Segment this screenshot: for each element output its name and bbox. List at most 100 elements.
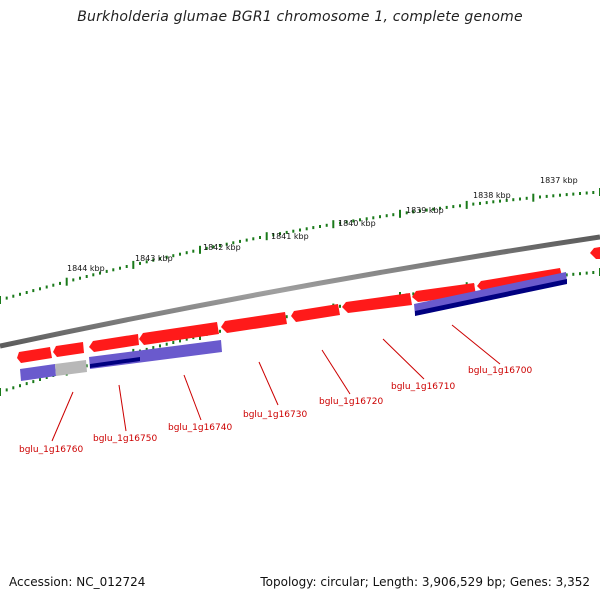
gene-label-16720[interactable]: bglu_1g16720 [319,397,383,407]
minor-tick [359,218,361,222]
gene-label-16760[interactable]: bglu_1g16760 [19,445,83,455]
minor-tick [19,384,21,388]
minor-tick [592,191,595,194]
minor-tick [185,251,188,255]
cds-arrow[interactable] [139,322,219,345]
minor-tick [539,195,541,199]
minor-tick [592,271,595,274]
minor-tick [159,257,161,261]
callout-line-16760 [51,391,74,442]
minor-tick [112,268,115,272]
cds-arrow[interactable] [412,283,476,302]
tick-label-1843: 1843 kbp [135,254,173,263]
minor-tick [219,244,221,247]
major-tick [532,193,535,202]
tick-label-1839: 1839 kbp [406,206,444,215]
minor-tick [165,342,168,346]
minor-tick [512,198,515,202]
minor-tick [432,207,435,211]
minor-tick [12,386,15,390]
minor-tick [299,228,301,232]
minor-tick [312,226,315,230]
minor-tick [292,229,295,233]
minor-tick [572,272,575,276]
gene-label-16700[interactable]: bglu_1g16700 [468,366,532,376]
minor-tick [79,276,81,280]
minor-tick [472,202,475,206]
gene-label-16730[interactable]: bglu_1g16730 [243,410,307,420]
cds-arrow[interactable] [53,342,84,357]
minor-tick [452,205,455,209]
cds-arrow[interactable] [89,334,139,352]
minor-tick [19,292,21,296]
minor-tick [152,258,155,262]
minor-tick [192,249,195,253]
minor-tick [305,227,308,231]
minor-tick [285,315,288,319]
minor-tick [345,220,348,224]
tick-label-1842: 1842 kbp [203,243,241,252]
topology-label: Topology: circular; Length: 3,906,529 bp… [260,575,590,589]
feature-track [20,272,567,381]
minor-tick [572,192,575,196]
minor-tick [25,382,28,386]
minor-tick [505,198,508,202]
minor-tick [105,269,108,273]
minor-tick [99,271,101,275]
gene-label-16750[interactable]: bglu_1g16750 [93,434,157,444]
minor-tick [365,217,368,221]
feature-block-dark[interactable] [90,357,140,368]
minor-tick [565,193,568,197]
minor-tick [519,197,521,201]
outer-tick-ring [0,188,600,304]
minor-tick [339,304,341,308]
minor-tick [559,193,561,197]
gene-label-16740[interactable]: bglu_1g16740 [168,423,232,433]
minor-tick [499,199,501,203]
minor-tick [412,210,415,214]
minor-tick [579,192,581,195]
major-tick [132,260,135,269]
gene-label-16710[interactable]: bglu_1g16710 [391,382,455,392]
minor-tick [239,239,241,243]
cds-arrow[interactable] [477,268,563,292]
major-tick [332,220,335,229]
cds-arrow[interactable] [17,347,52,363]
minor-tick [52,283,55,287]
minor-tick [232,241,235,245]
minor-tick [439,206,441,210]
tick-label-1844: 1844 kbp [67,264,105,273]
minor-tick [272,233,275,237]
tick-label-1838: 1838 kbp [473,191,511,200]
minor-tick [525,196,528,200]
cds-arrow[interactable] [221,312,287,333]
minor-tick [25,291,28,294]
gene-callouts [51,324,501,442]
minor-tick [172,341,175,344]
minor-tick [372,216,375,220]
minor-tick [152,346,155,350]
cds-arrow[interactable] [342,293,412,313]
minor-tick [252,237,255,241]
minor-tick [419,209,421,213]
minor-tick [165,255,168,259]
minor-tick [405,211,408,215]
minor-tick [339,221,341,225]
minor-tick [72,278,75,282]
major-tick [265,232,268,241]
minor-tick [179,252,181,256]
minor-tick [45,376,48,379]
callout-line-16700 [451,324,501,365]
accession-label: Accession: NC_012724 [9,575,146,589]
feature-block-gray[interactable] [55,360,87,376]
minor-tick [45,285,48,289]
cds-arrow[interactable] [590,247,600,259]
minor-tick [352,219,355,223]
minor-tick [5,296,8,300]
feature-block-dark[interactable] [415,279,567,316]
cds-arrow[interactable] [291,304,340,322]
minor-tick [585,271,588,275]
feature-block[interactable] [20,364,56,381]
minor-tick [185,337,188,341]
minor-tick [259,236,261,239]
